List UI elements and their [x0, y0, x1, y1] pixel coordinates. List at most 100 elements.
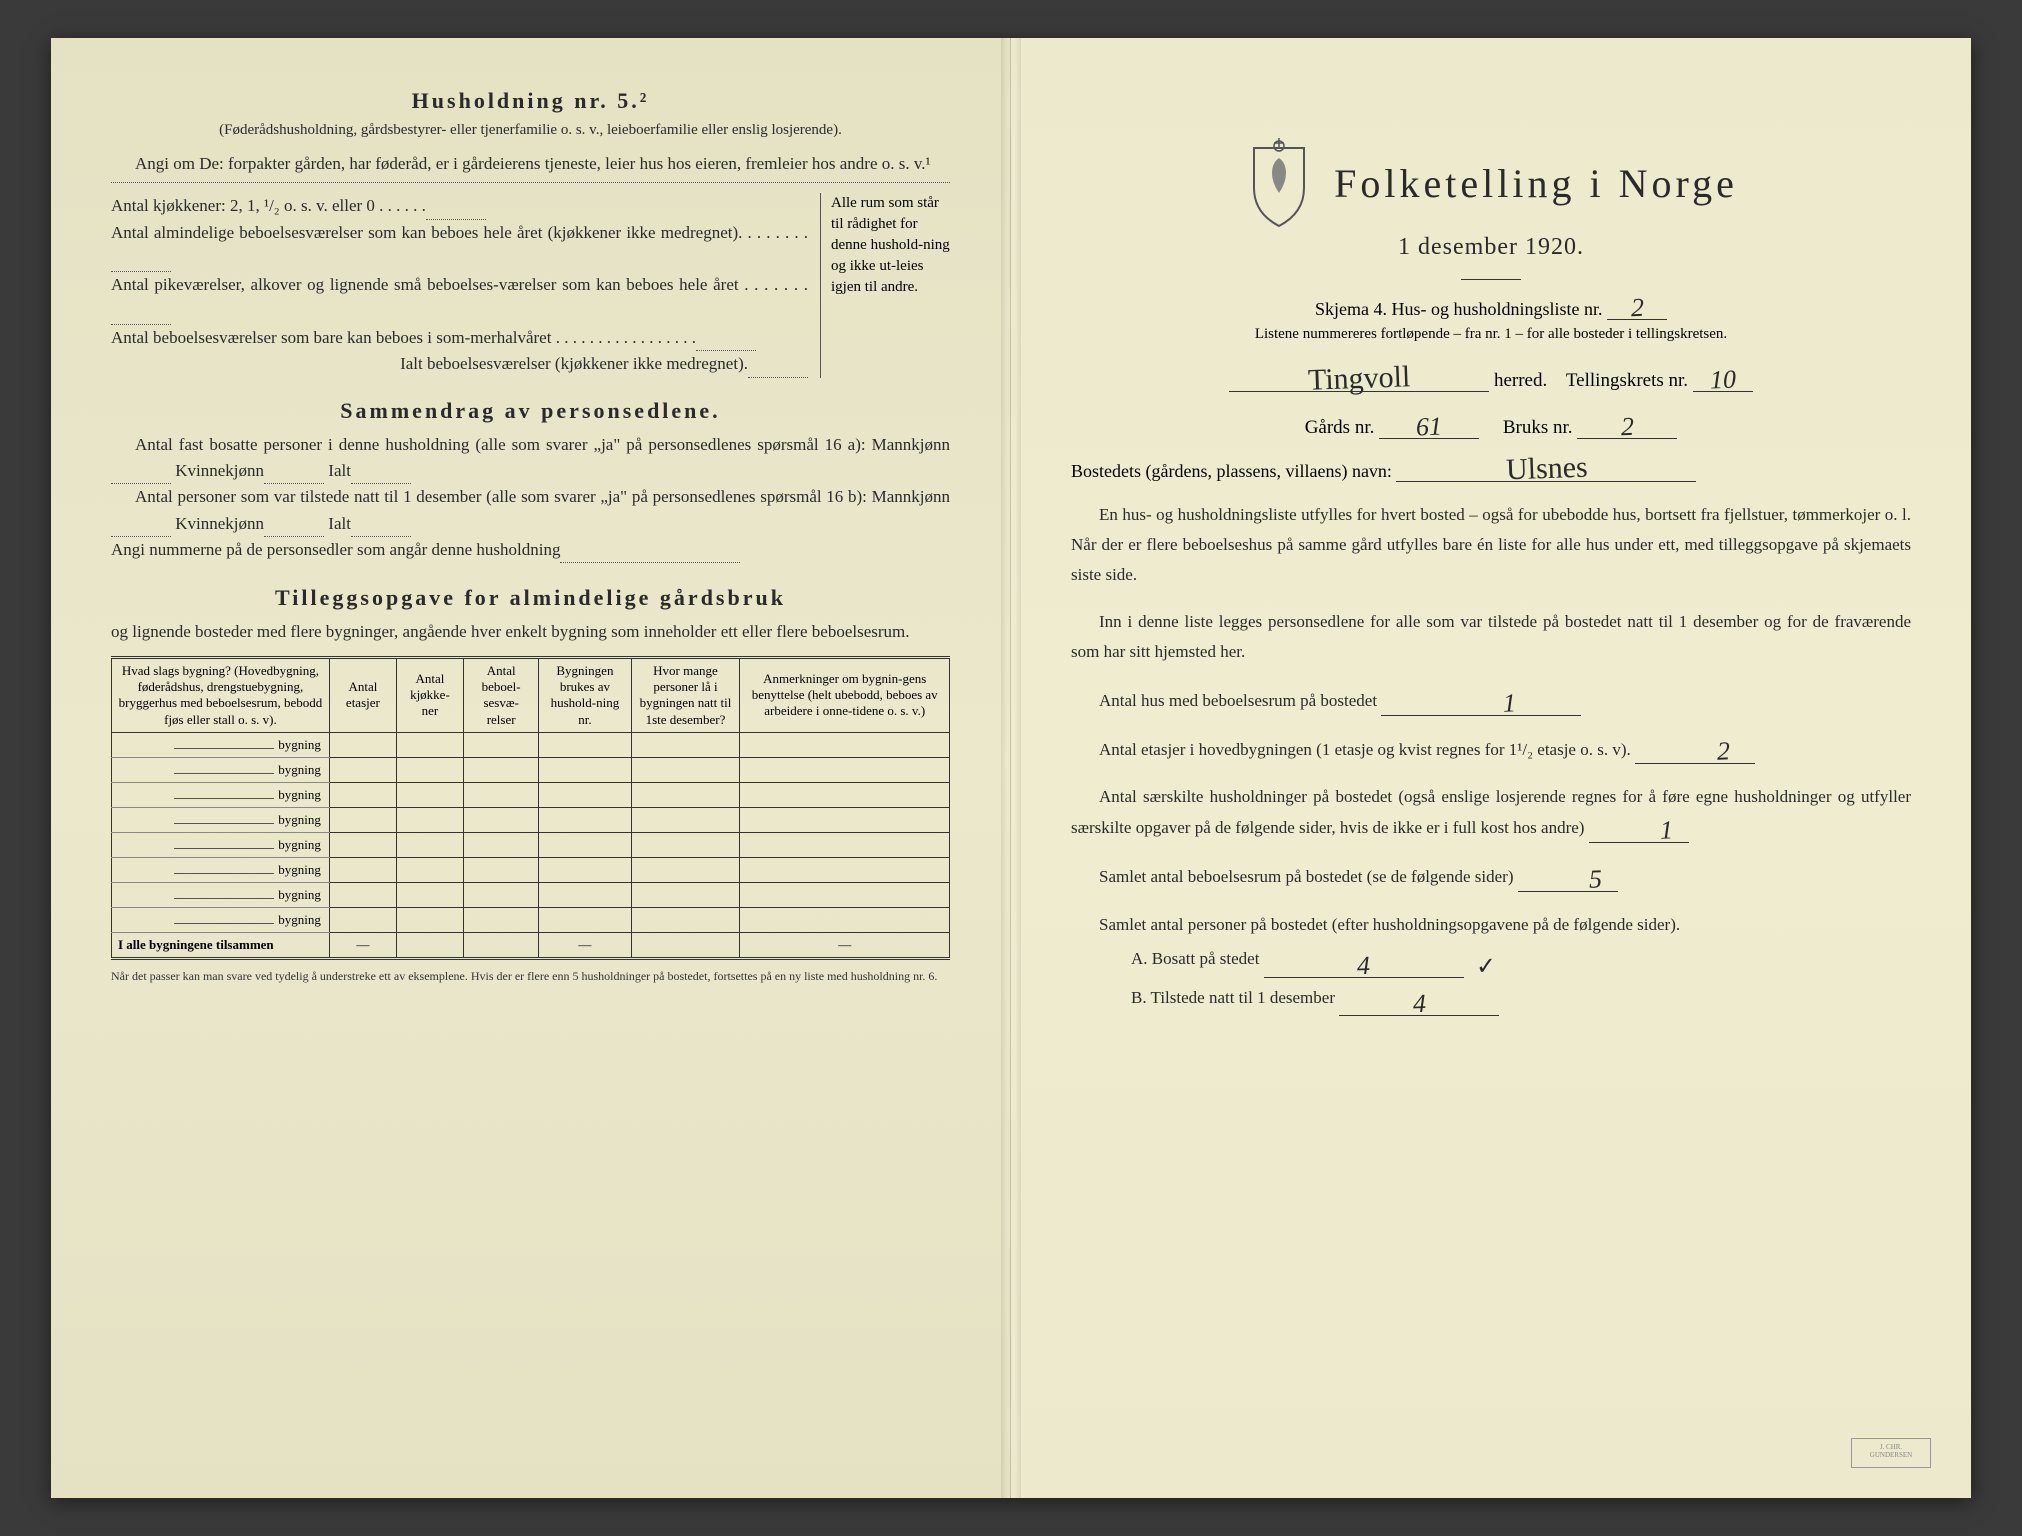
main-title: Folketelling i Norge — [1334, 160, 1738, 207]
bosted-label: Bostedets (gårdens, plassens, villaens) … — [1071, 461, 1392, 481]
empty-cell — [740, 907, 950, 932]
household5-title: Husholdning nr. 5.² — [111, 88, 950, 114]
samm2-text: Antal personer som var tilstede natt til… — [135, 487, 950, 506]
empty-cell — [740, 732, 950, 757]
q4-label: Samlet antal beboelsesrum på bostedet (s… — [1099, 867, 1513, 886]
tellingskrets-value: 10 — [1709, 370, 1736, 392]
kvinne-label-2: Kvinnekjønn — [175, 514, 264, 533]
empty-cell — [631, 832, 740, 857]
checkmark-1: ✓ — [1476, 958, 1497, 978]
rooms1-line: Antal almindelige beboelsesværelser som … — [111, 220, 808, 273]
rooms-total-line: Ialt beboelsesværelser (kjøkkener ikke m… — [111, 351, 808, 377]
census-document: Husholdning nr. 5.² (Føderådshusholdning… — [51, 38, 1971, 1498]
printer-stamp: J. CHR.GUNDERSEN — [1851, 1438, 1931, 1468]
table-row: bygning — [112, 807, 950, 832]
bosted-value: Ulsnes — [1505, 456, 1587, 483]
bygning-cell: bygning — [112, 732, 330, 757]
q2-row: Antal etasjer i hovedbygningen (1 etasje… — [1071, 734, 1911, 765]
empty-cell — [329, 732, 396, 757]
rooms2-text: Antal pikeværelser, alkover og lignende … — [111, 275, 808, 294]
total-dash-3: — — [740, 932, 950, 958]
skjema-value: 2 — [1630, 298, 1644, 319]
tillegg-title: Tilleggsopgave for almindelige gårdsbruk — [111, 585, 950, 611]
rooms-block: Antal kjøkkener: 2, 1, ¹/₂ o. s. v. elle… — [111, 193, 950, 377]
th-5: Hvor mange personer lå i bygningen natt … — [631, 657, 740, 732]
bruks-value: 2 — [1620, 417, 1634, 438]
table-row: bygning — [112, 757, 950, 782]
empty-cell — [539, 807, 631, 832]
bruks-label: Bruks nr. — [1503, 417, 1573, 438]
skjema-line: Skjema 4. Hus- og husholdningsliste nr. … — [1071, 298, 1911, 320]
empty-cell — [740, 807, 950, 832]
fill-blank — [111, 177, 950, 183]
empty-cell — [463, 832, 538, 857]
empty-cell — [539, 732, 631, 757]
q4-value: 5 — [1561, 869, 1603, 891]
empty-cell — [539, 832, 631, 857]
bygning-cell: bygning — [112, 882, 330, 907]
empty-cell — [396, 907, 463, 932]
samm1-text: Antal fast bosatte personer i denne hush… — [135, 435, 950, 454]
empty-cell — [329, 807, 396, 832]
gards-value: 61 — [1416, 417, 1443, 439]
empty-cell — [740, 882, 950, 907]
kitchens-text: Antal kjøkkener: 2, 1, ¹/₂ o. s. v. elle… — [111, 196, 426, 215]
empty-cell — [463, 882, 538, 907]
empty-cell — [463, 732, 538, 757]
q5b-label: B. Tilstede natt til 1 desember — [1131, 988, 1335, 1007]
empty-cell — [329, 907, 396, 932]
empty-cell — [463, 757, 538, 782]
empty-cell — [329, 857, 396, 882]
empty-cell — [631, 857, 740, 882]
q1-row: Antal hus med beboelsesrum på bostedet 1 — [1071, 685, 1911, 716]
empty-cell — [539, 882, 631, 907]
empty-cell — [539, 857, 631, 882]
table-row: bygning — [112, 907, 950, 932]
rooms3-text: Antal beboelsesværelser som bare kan beb… — [111, 328, 696, 347]
q3-value: 1 — [1632, 820, 1674, 842]
q3-label: Antal særskilte husholdninger på bostede… — [1071, 787, 1911, 837]
table-row: bygning — [112, 857, 950, 882]
angi-om-text: Angi om De: forpakter gården, har føderå… — [111, 151, 950, 177]
q5a-row: A. Bosatt på stedet 4 ✓ — [1131, 939, 1911, 977]
census-date: 1 desember 1920. — [1071, 234, 1911, 261]
gards-row: Gårds nr. 61 Bruks nr. 2 — [1071, 416, 1911, 439]
herred-label: herred. — [1494, 370, 1547, 391]
rooms-margin-note: Alle rum som står til rådighet for denne… — [820, 193, 950, 377]
empty-cell — [631, 807, 740, 832]
q2-value: 2 — [1688, 742, 1730, 764]
empty-cell — [329, 882, 396, 907]
kvinne-label-1: Kvinnekjønn — [175, 461, 264, 480]
left-page: Husholdning nr. 5.² (Føderådshusholdning… — [51, 38, 1011, 1498]
total-blank-2 — [463, 932, 538, 958]
rooms1-text: Antal almindelige beboelsesværelser som … — [111, 223, 808, 242]
empty-cell — [463, 907, 538, 932]
empty-cell — [463, 782, 538, 807]
tillegg-sub: og lignende bosteder med flere bygninger… — [111, 619, 950, 645]
ialt-label-2: Ialt — [328, 514, 351, 533]
table-row: bygning — [112, 732, 950, 757]
q5b-row: B. Tilstede natt til 1 desember 4 — [1131, 978, 1911, 1016]
herred-row: Tingvoll herred. Tellingskrets nr. 10 — [1071, 367, 1911, 392]
th-4: Bygningen brukes av hushold-ning nr. — [539, 657, 631, 732]
total-row-label: I alle bygningene tilsammen — [112, 932, 330, 958]
empty-cell — [631, 782, 740, 807]
empty-cell — [396, 857, 463, 882]
empty-cell — [539, 757, 631, 782]
tellingskrets-label: Tellingskrets nr. — [1566, 370, 1688, 391]
rooms3-line: Antal beboelsesværelser som bare kan beb… — [111, 325, 808, 351]
empty-cell — [740, 757, 950, 782]
empty-cell — [631, 882, 740, 907]
empty-cell — [740, 782, 950, 807]
q5-label: Samlet antal personer på bostedet (efter… — [1071, 910, 1911, 940]
bygning-cell: bygning — [112, 832, 330, 857]
rooms-total-text: Ialt beboelsesværelser (kjøkkener ikke m… — [400, 354, 748, 373]
th-2: Antal kjøkke-ner — [396, 657, 463, 732]
empty-cell — [396, 832, 463, 857]
farm-table: Hvad slags bygning? (Hovedbygning, føder… — [111, 656, 950, 960]
q1-label: Antal hus med beboelsesrum på bostedet — [1099, 691, 1377, 710]
empty-cell — [396, 757, 463, 782]
empty-cell — [740, 857, 950, 882]
bygning-cell: bygning — [112, 907, 330, 932]
footnote: Når det passer kan man svare ved tydelig… — [111, 968, 950, 984]
